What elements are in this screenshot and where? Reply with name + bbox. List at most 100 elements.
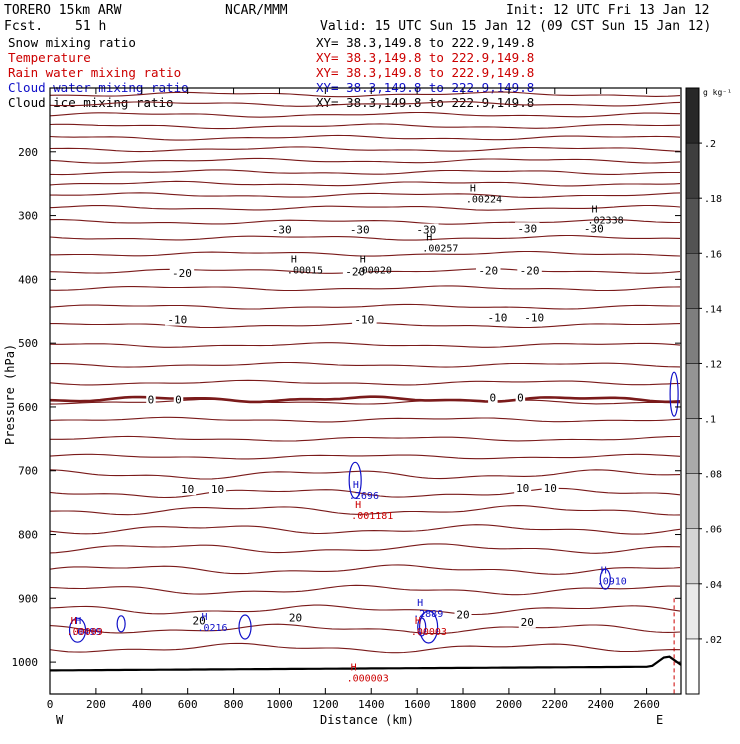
colorbar-bin [685,363,700,419]
x-tick-label: 1000 [266,698,293,711]
colorbar-tick-label: .12 [704,359,722,370]
temperature-label-bg [269,223,294,236]
temperature-label: -20 [478,264,498,277]
temperature-label-bg [165,313,190,326]
plot-frame [49,87,682,695]
isotherm-line [49,285,681,292]
temperature-label-bg [454,608,472,621]
colorbar-bin [685,197,700,254]
x-tick-label: 2000 [496,698,523,711]
max-value-label: .2889 [413,609,443,620]
isotherm-line [49,505,681,516]
isotherm-line [49,146,681,153]
colorbar-bin [685,473,700,529]
temperature-label-bg [488,391,498,404]
cloud-water-contour [348,461,362,499]
temperature-label-bg [146,393,156,406]
colorbar-tick-label: .02 [704,635,722,646]
x-tick-label: 2400 [587,698,614,711]
temperature-label: -30 [272,224,292,237]
colorbar-tick-label: .18 [704,194,722,205]
isotherm-line [49,524,681,535]
x-tick-label: 800 [224,698,244,711]
isotherm-line [49,642,681,654]
y-tick-label: 500 [18,337,38,350]
endpoint-east: E [656,713,663,727]
temperature-label-bg [342,265,368,278]
isotherm-line [50,250,681,257]
cloud-water-contours [68,371,679,644]
legend-field-rain: Rain water mixing ratio [8,65,181,80]
cloud-water-contour [68,617,87,643]
isotherm-line [49,469,681,480]
y-axis-title: Pressure (hPa) [3,344,17,445]
cloud-water-contour [419,610,439,644]
temperature-label: -20 [172,267,192,280]
temperature-label-bg [476,264,501,277]
temperature-label: 20 [289,611,302,624]
forecast-value: 51 h [75,19,106,34]
max-value-label: .00003 [411,627,447,638]
colorbar-bin [685,87,700,144]
isotherm-line [49,180,681,187]
isotherm-line [49,379,681,386]
temperature-label: 10 [181,483,194,496]
center-name: NCAR/MMM [225,3,288,18]
x-tick-label: 200 [86,698,106,711]
max-h-marker: H [71,616,77,627]
temperature-label: -20 [520,264,540,277]
legend-xy-snow: XY= 38.3,149.8 to 222.9,149.8 [316,35,534,50]
y-tick-label: 700 [18,465,38,478]
temperature-label-bg [581,222,607,235]
max-h-marker: H [592,205,598,216]
temperature-label-bg [518,615,536,628]
colorbar-units: g kg⁻¹ [703,88,732,97]
max-h-marker: H [415,616,421,627]
max-value-label: .0216 [197,623,227,634]
isotherm-line [49,604,681,616]
plot-axes: 0 200 400 600 800 1000 1200 1400 1600 1800 2000 220… [12,87,682,711]
colorbar-tick-label: .1 [704,415,716,426]
y-tick-label: 300 [18,210,38,223]
colorbar-tick-label: .14 [704,304,722,315]
isotherm-line [49,623,681,635]
colorbar-bin [685,418,700,474]
colorbar-bin [685,253,700,309]
temperature-label: 20 [193,615,206,628]
temperature-label: 10 [544,482,557,495]
max-value-label: .000003 [347,674,389,685]
temperature-label: 0 [490,391,497,404]
isotherm-line [49,416,681,423]
y-tick-label: 1000 [12,656,39,669]
temperature-label: -10 [487,312,507,325]
max-h-marker: H [353,480,359,491]
isotherm-line [49,169,680,176]
temperature-label-bg [515,222,540,235]
temperature-label-bg [485,311,510,324]
max-h-marker: H [75,616,81,627]
max-value-label: .0499 [71,627,101,638]
max-h-marker: H [601,566,607,577]
isotherm-line [49,342,681,348]
init-time: Init: 12 UTC Fri 13 Jan 12 [506,3,710,18]
max-h-marker: H [351,663,357,674]
legend-xy-rain: XY= 38.3,149.8 to 222.9,149.8 [316,65,534,80]
isotherm-line [49,584,681,596]
temperature-label: 20 [521,616,534,629]
max-value-label: .00015 [287,265,323,276]
temperature-label: 20 [456,608,469,621]
colorbar-tick-label: .2 [704,139,716,150]
max-h-marker: H [291,254,297,265]
isotherm-contours [49,91,681,654]
colorbar-tick-label: .06 [704,525,722,536]
temperature-label-bg [541,481,559,494]
temperature-label-bg [179,483,197,496]
cloud-water-contour [669,371,679,417]
max-value-label: .0910 [597,577,627,588]
max-value-label: .001181 [351,511,393,522]
isotherm-line [49,134,681,141]
isotherm-line [49,219,680,225]
isotherm-line [49,543,681,554]
colorbar-bin [685,638,700,695]
